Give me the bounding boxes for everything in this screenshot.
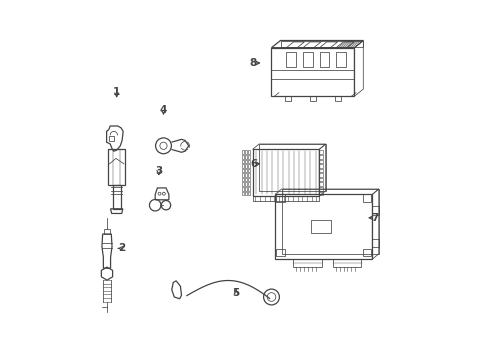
Bar bbox=[241, 187, 244, 190]
Bar bbox=[319, 178, 322, 181]
Bar bbox=[244, 150, 247, 154]
Bar bbox=[247, 187, 249, 190]
Bar bbox=[247, 173, 249, 177]
Bar bbox=[371, 206, 378, 215]
Bar bbox=[247, 178, 249, 181]
Bar bbox=[247, 159, 249, 163]
Text: 1: 1 bbox=[113, 87, 120, 97]
Bar bbox=[241, 159, 244, 163]
Bar bbox=[319, 155, 322, 159]
Bar bbox=[241, 183, 244, 186]
Bar bbox=[271, 48, 354, 96]
Text: 8: 8 bbox=[249, 58, 256, 68]
Bar bbox=[334, 96, 340, 100]
Bar bbox=[252, 149, 319, 196]
Bar bbox=[244, 169, 247, 172]
Bar bbox=[241, 178, 244, 181]
Bar bbox=[319, 169, 322, 172]
Bar bbox=[362, 194, 370, 202]
Bar bbox=[362, 249, 370, 256]
Bar bbox=[276, 194, 284, 202]
Bar bbox=[244, 159, 247, 163]
Bar bbox=[244, 173, 247, 177]
Bar bbox=[319, 51, 329, 67]
Bar bbox=[244, 164, 247, 168]
Bar bbox=[241, 155, 244, 159]
Bar bbox=[309, 96, 315, 100]
Bar bbox=[332, 259, 361, 267]
Bar bbox=[319, 164, 322, 168]
Bar bbox=[108, 149, 125, 185]
Bar bbox=[241, 169, 244, 172]
Text: 4: 4 bbox=[160, 105, 167, 115]
Bar bbox=[247, 155, 249, 159]
Bar bbox=[319, 183, 322, 186]
Bar bbox=[319, 192, 322, 195]
Bar bbox=[303, 51, 312, 67]
Bar bbox=[241, 164, 244, 168]
Bar bbox=[247, 192, 249, 195]
Bar bbox=[241, 173, 244, 177]
Bar bbox=[113, 185, 121, 209]
Text: 7: 7 bbox=[370, 213, 378, 223]
Bar bbox=[275, 194, 371, 259]
Bar bbox=[104, 229, 110, 234]
Text: 3: 3 bbox=[155, 166, 162, 176]
Bar bbox=[244, 183, 247, 186]
Bar bbox=[247, 169, 249, 172]
Bar bbox=[241, 150, 244, 154]
Text: 6: 6 bbox=[250, 159, 257, 169]
Bar bbox=[319, 150, 322, 154]
Bar bbox=[244, 192, 247, 195]
Bar bbox=[247, 164, 249, 168]
Bar bbox=[319, 159, 322, 163]
Bar bbox=[371, 239, 378, 247]
Bar bbox=[310, 220, 330, 233]
Bar bbox=[252, 196, 319, 201]
Bar bbox=[285, 96, 290, 100]
Bar bbox=[319, 173, 322, 177]
Bar bbox=[335, 51, 346, 67]
Bar bbox=[247, 183, 249, 186]
Bar bbox=[292, 259, 321, 267]
Bar bbox=[286, 51, 296, 67]
Bar bbox=[276, 249, 284, 256]
Bar bbox=[241, 192, 244, 195]
Bar bbox=[244, 178, 247, 181]
Bar bbox=[109, 136, 114, 141]
Bar bbox=[319, 187, 322, 190]
Bar bbox=[244, 187, 247, 190]
Bar bbox=[244, 155, 247, 159]
Text: 5: 5 bbox=[232, 288, 239, 298]
Bar bbox=[247, 150, 249, 154]
Text: 2: 2 bbox=[118, 243, 125, 253]
